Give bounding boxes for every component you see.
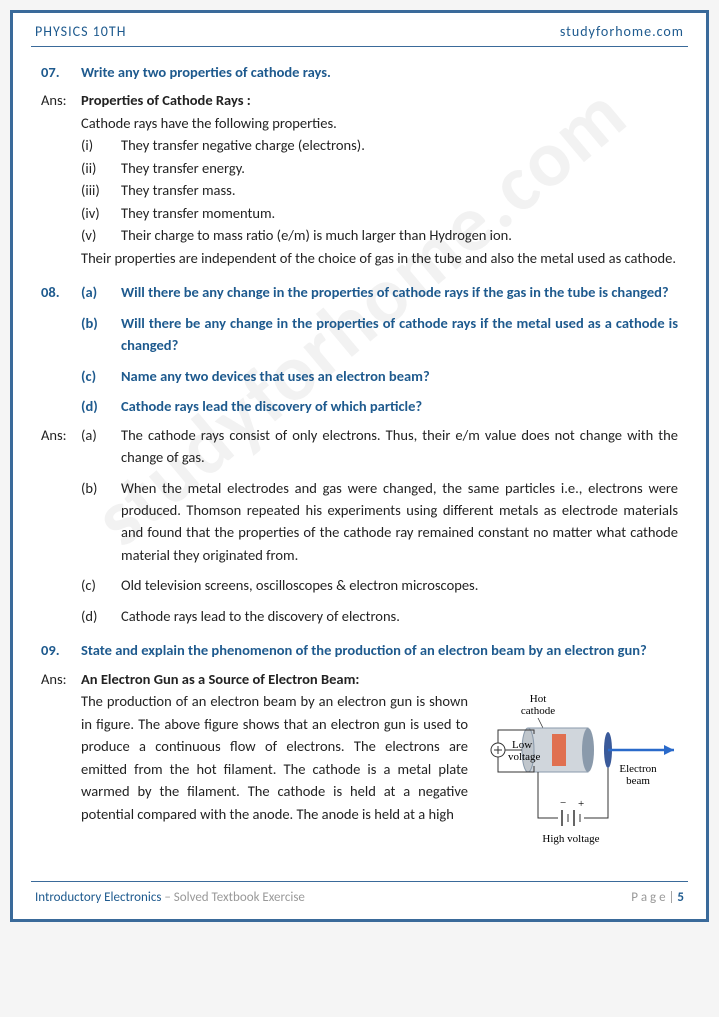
q08-part-label: (b) [81, 312, 121, 357]
q09-answer: An Electron Gun as a Source of Electron … [81, 668, 678, 857]
svg-text:High voltage: High voltage [542, 833, 599, 845]
q08-part-label: (d) [81, 395, 121, 417]
footer-page-num: 5 [677, 890, 684, 905]
header-right: studyforhome.com [560, 23, 684, 40]
q09-ans-label: Ans: [41, 668, 81, 857]
q08-part-text: Will there be any change in the properti… [121, 281, 678, 303]
q07-item-num: (iv) [81, 202, 121, 224]
q07-heading: Properties of Cathode Rays : [81, 89, 678, 111]
q07-item-text: They transfer momentum. [121, 202, 678, 224]
q08-answer-item: (a)The cathode rays consist of only elec… [81, 424, 678, 469]
header-rule [31, 46, 688, 47]
q08-answer-item: (b)When the metal electrodes and gas wer… [81, 477, 678, 567]
q07-intro: Cathode rays have the following properti… [81, 112, 678, 134]
q08-part: (d)Cathode rays lead the discovery of wh… [81, 395, 678, 417]
q09-answer-row: Ans: An Electron Gun as a Source of Elec… [41, 668, 678, 857]
q08-answer-label: (a) [81, 424, 121, 469]
q08-answer-label: (b) [81, 477, 121, 567]
svg-text:Low: Low [512, 739, 532, 751]
q07-item: (iii)They transfer mass. [81, 179, 678, 201]
q09-question: State and explain the phenomenon of the … [81, 639, 678, 661]
svg-text:beam: beam [626, 775, 650, 787]
document-page: studyforhome.com PHYSICS 10TH studyforho… [10, 10, 709, 922]
page-header: PHYSICS 10TH studyforhome.com [13, 13, 706, 46]
q08-answer-label: (d) [81, 605, 121, 627]
q08-part: (b)Will there be any change in the prope… [81, 312, 678, 357]
footer-left: Introductory Electronics – Solved Textbo… [35, 890, 305, 905]
svg-text:+: + [578, 798, 584, 810]
q09-body: The production of an electron beam by an… [81, 690, 468, 856]
q08-answers: (a)The cathode rays consist of only elec… [81, 424, 678, 628]
footer-sub: – Solved Textbook Exercise [161, 890, 305, 905]
svg-text:Electron: Electron [619, 763, 657, 775]
svg-text:Hot: Hot [530, 693, 547, 705]
q08-part-text: Will there be any change in the properti… [121, 312, 678, 357]
svg-text:−: − [560, 797, 566, 809]
page-footer: Introductory Electronics – Solved Textbo… [13, 882, 706, 919]
q07-item-num: (i) [81, 134, 121, 156]
q08-part-label: (a) [81, 281, 121, 303]
q07-item-text: They transfer energy. [121, 157, 678, 179]
q09-question-row: 09. State and explain the phenomenon of … [41, 639, 678, 661]
q09-heading: An Electron Gun as a Source of Electron … [81, 668, 678, 690]
q07-item: (iv)They transfer momentum. [81, 202, 678, 224]
q07-item-num: (ii) [81, 157, 121, 179]
header-left: PHYSICS 10TH [35, 23, 126, 40]
q08-part: (a)Will there be any change in the prope… [81, 281, 678, 303]
q07-ans-label: Ans: [41, 89, 81, 269]
q09-number: 09. [41, 639, 81, 661]
content-area: 07. Write any two properties of cathode … [13, 61, 706, 867]
q08-answer-text: Cathode rays lead to the discovery of el… [121, 605, 678, 627]
q07-question: Write any two properties of cathode rays… [81, 61, 678, 83]
electron-gun-diagram: Hot cathode Electron beam [478, 690, 678, 856]
q08-ans-label: Ans: [41, 424, 81, 628]
q08-part: (c)Name any two devices that uses an ele… [81, 365, 678, 387]
q08-parts: (a)Will there be any change in the prope… [81, 281, 678, 417]
q08-answer-item: (d)Cathode rays lead to the discovery of… [81, 605, 678, 627]
q08-answer-item: (c)Old television screens, oscilloscopes… [81, 574, 678, 596]
q08-part-text: Name any two devices that uses an electr… [121, 365, 678, 387]
svg-text:cathode: cathode [521, 705, 555, 717]
q07-item-text: Their charge to mass ratio (e/m) is much… [121, 224, 678, 246]
q08-answer-row: Ans: (a)The cathode rays consist of only… [41, 424, 678, 628]
q07-number: 07. [41, 61, 81, 83]
svg-text:voltage: voltage [508, 751, 540, 763]
footer-page-label: P a g e | [631, 890, 677, 905]
q08-part-label: (c) [81, 365, 121, 387]
q07-item: (i)They transfer negative charge (electr… [81, 134, 678, 156]
q07-item-text: They transfer mass. [121, 179, 678, 201]
footer-chapter: Introductory Electronics [35, 890, 161, 905]
q07-answer: Properties of Cathode Rays : Cathode ray… [81, 89, 678, 269]
q08-answer-label: (c) [81, 574, 121, 596]
q07-item-num: (iii) [81, 179, 121, 201]
q08-answer-text: The cathode rays consist of only electro… [121, 424, 678, 469]
q07-question-row: 07. Write any two properties of cathode … [41, 61, 678, 83]
q07-answer-row: Ans: Properties of Cathode Rays : Cathod… [41, 89, 678, 269]
q08-answer-text: When the metal electrodes and gas were c… [121, 477, 678, 567]
q07-item-num: (v) [81, 224, 121, 246]
q08-part-text: Cathode rays lead the discovery of which… [121, 395, 678, 417]
footer-right: P a g e | 5 [631, 890, 684, 905]
q07-item-text: They transfer negative charge (electrons… [121, 134, 678, 156]
q07-item: (ii)They transfer energy. [81, 157, 678, 179]
q08-question-row: 08. (a)Will there be any change in the p… [41, 281, 678, 417]
q07-tail: Their properties are independent of the … [81, 247, 678, 269]
q08-number: 08. [41, 281, 81, 417]
q07-item: (v)Their charge to mass ratio (e/m) is m… [81, 224, 678, 246]
q08-answer-text: Old television screens, oscilloscopes & … [121, 574, 678, 596]
